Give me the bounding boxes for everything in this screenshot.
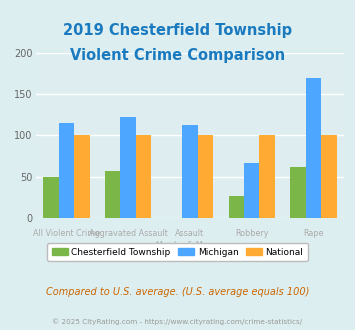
Text: Robbery: Robbery	[235, 229, 268, 238]
Bar	[74, 135, 89, 218]
Text: © 2025 CityRating.com - https://www.cityrating.com/crime-statistics/: © 2025 CityRating.com - https://www.city…	[53, 318, 302, 325]
Bar	[59, 123, 74, 218]
Bar	[198, 135, 213, 218]
Text: Compared to U.S. average. (U.S. average equals 100): Compared to U.S. average. (U.S. average …	[46, 287, 309, 297]
Bar	[105, 171, 120, 218]
Legend: Chesterfield Township, Michigan, National: Chesterfield Township, Michigan, Nationa…	[47, 243, 308, 261]
Text: Rape: Rape	[303, 229, 324, 238]
Bar	[244, 163, 260, 218]
Bar	[120, 117, 136, 218]
Bar	[182, 125, 198, 218]
Bar	[306, 78, 321, 218]
Text: Aggravated Assault: Aggravated Assault	[89, 229, 168, 238]
Bar	[43, 177, 59, 218]
Text: Violent Crime Comparison: Violent Crime Comparison	[70, 48, 285, 63]
Text: All Violent Crime: All Violent Crime	[33, 229, 100, 238]
Bar	[290, 167, 306, 218]
Text: Murder & Mans...: Murder & Mans...	[156, 242, 224, 250]
Bar	[260, 135, 275, 218]
Text: Assault: Assault	[175, 229, 204, 238]
Bar	[321, 135, 337, 218]
Bar	[136, 135, 151, 218]
Bar	[229, 195, 244, 218]
Text: 2019 Chesterfield Township: 2019 Chesterfield Township	[63, 23, 292, 38]
